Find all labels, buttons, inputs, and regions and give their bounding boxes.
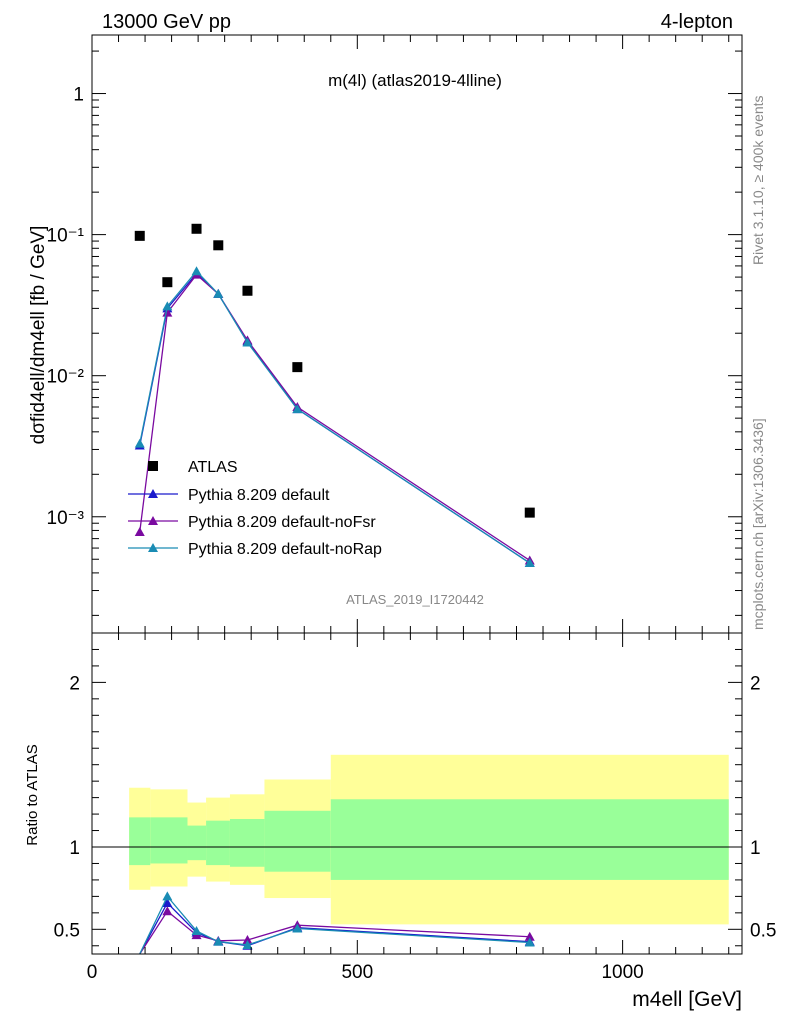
x-axis-label: m4ell [GeV] (632, 988, 742, 1011)
band-inner (264, 810, 331, 872)
band-inner (229, 819, 265, 867)
band-inner (129, 817, 151, 866)
ratio-point-series-2 (524, 931, 535, 941)
legend-label: ATLAS (188, 459, 238, 476)
main-series-group (134, 223, 535, 568)
ratio-point-series-3 (242, 939, 253, 949)
x-tick-label: 500 (341, 962, 373, 983)
data-point-atlas (242, 285, 253, 296)
data-point-atlas (191, 223, 202, 234)
data-point-series-2 (134, 526, 145, 536)
mcplots-label: mcplots.cern.ch [arXiv:1306.3436] (750, 418, 766, 630)
data-point-series-3 (213, 288, 224, 298)
ratio-point-series-3 (191, 925, 202, 935)
legend-label: Pythia 8.209 default-noRap (188, 541, 382, 558)
analysis-watermark: ATLAS_2019_I1720442 (346, 592, 484, 607)
ratio-y-tick-label-right: 2 (750, 673, 761, 694)
header-process: 4-lepton (661, 11, 733, 33)
x-tick-label: 0 (87, 962, 98, 983)
ratio-bands (92, 754, 742, 925)
ratio-axes: 0.5 0.5 1 1 2 2 0 500 1000 (54, 633, 776, 983)
band-inner (206, 820, 230, 866)
main-axes: 1 10⁻¹ 10⁻² 10⁻³ (47, 35, 742, 633)
ratio-point-series-2 (162, 906, 173, 916)
data-point-series-3 (524, 558, 535, 568)
ratio-point-series-3 (524, 937, 535, 947)
legend: ATLAS Pythia 8.209 default Pythia 8.209 de… (128, 459, 382, 558)
data-point-atlas (162, 277, 173, 288)
ratio-y-tick-label: 0.5 (54, 920, 80, 941)
header-energy: 13000 GeV pp (102, 11, 231, 33)
band-inner (150, 817, 188, 864)
y-tick-label: 1 (73, 85, 84, 106)
data-point-series-3 (191, 266, 202, 276)
ratio-point-series-2 (242, 935, 253, 945)
y-tick-label: 10⁻³ (47, 508, 85, 529)
data-point-series-3 (292, 404, 303, 414)
band-inner (187, 825, 207, 861)
legend-marker (148, 543, 158, 552)
y-tick-label: 10⁻¹ (47, 226, 85, 247)
data-point-series-2 (162, 307, 173, 317)
data-point-series-3 (134, 438, 145, 448)
rivet-label: Rivet 3.1.10, ≥ 400k events (750, 95, 766, 265)
ratio-point-series-3 (213, 936, 224, 946)
ratio-point-series-3 (162, 891, 173, 901)
x-tick-label: 1000 (601, 962, 643, 983)
band-inner (330, 799, 729, 880)
data-point-series-3 (242, 337, 253, 347)
ratio-y-tick-label: 2 (69, 673, 80, 694)
ratio-point-series-3 (292, 923, 303, 933)
y-axis-label: dσfid4ell/dm4ell [fb / GeV] (28, 226, 49, 445)
data-point-atlas (134, 230, 145, 241)
ratio-y-tick-label: 1 (69, 838, 80, 859)
data-point-atlas (524, 507, 535, 518)
legend-marker-atlas (148, 461, 158, 471)
ratio-frame (91, 632, 743, 955)
data-point-atlas (213, 240, 224, 251)
legend-marker (148, 516, 158, 525)
ratio-y-tick-label-right: 0.5 (750, 920, 776, 941)
legend-marker (148, 489, 158, 498)
ratio-series-group (139, 891, 535, 955)
legend-label: Pythia 8.209 default (188, 487, 330, 504)
data-point-atlas (292, 362, 303, 373)
plot-title: m(4l) (atlas2019-4lline) (328, 71, 502, 90)
ratio-point-series-1 (162, 897, 173, 907)
ratio-axis-label: Ratio to ATLAS (24, 744, 41, 845)
ratio-y-tick-label-right: 1 (750, 838, 761, 859)
y-tick-label: 10⁻² (47, 367, 85, 388)
data-point-series-3 (162, 301, 173, 311)
legend-label: Pythia 8.209 default-noFsr (188, 514, 376, 531)
